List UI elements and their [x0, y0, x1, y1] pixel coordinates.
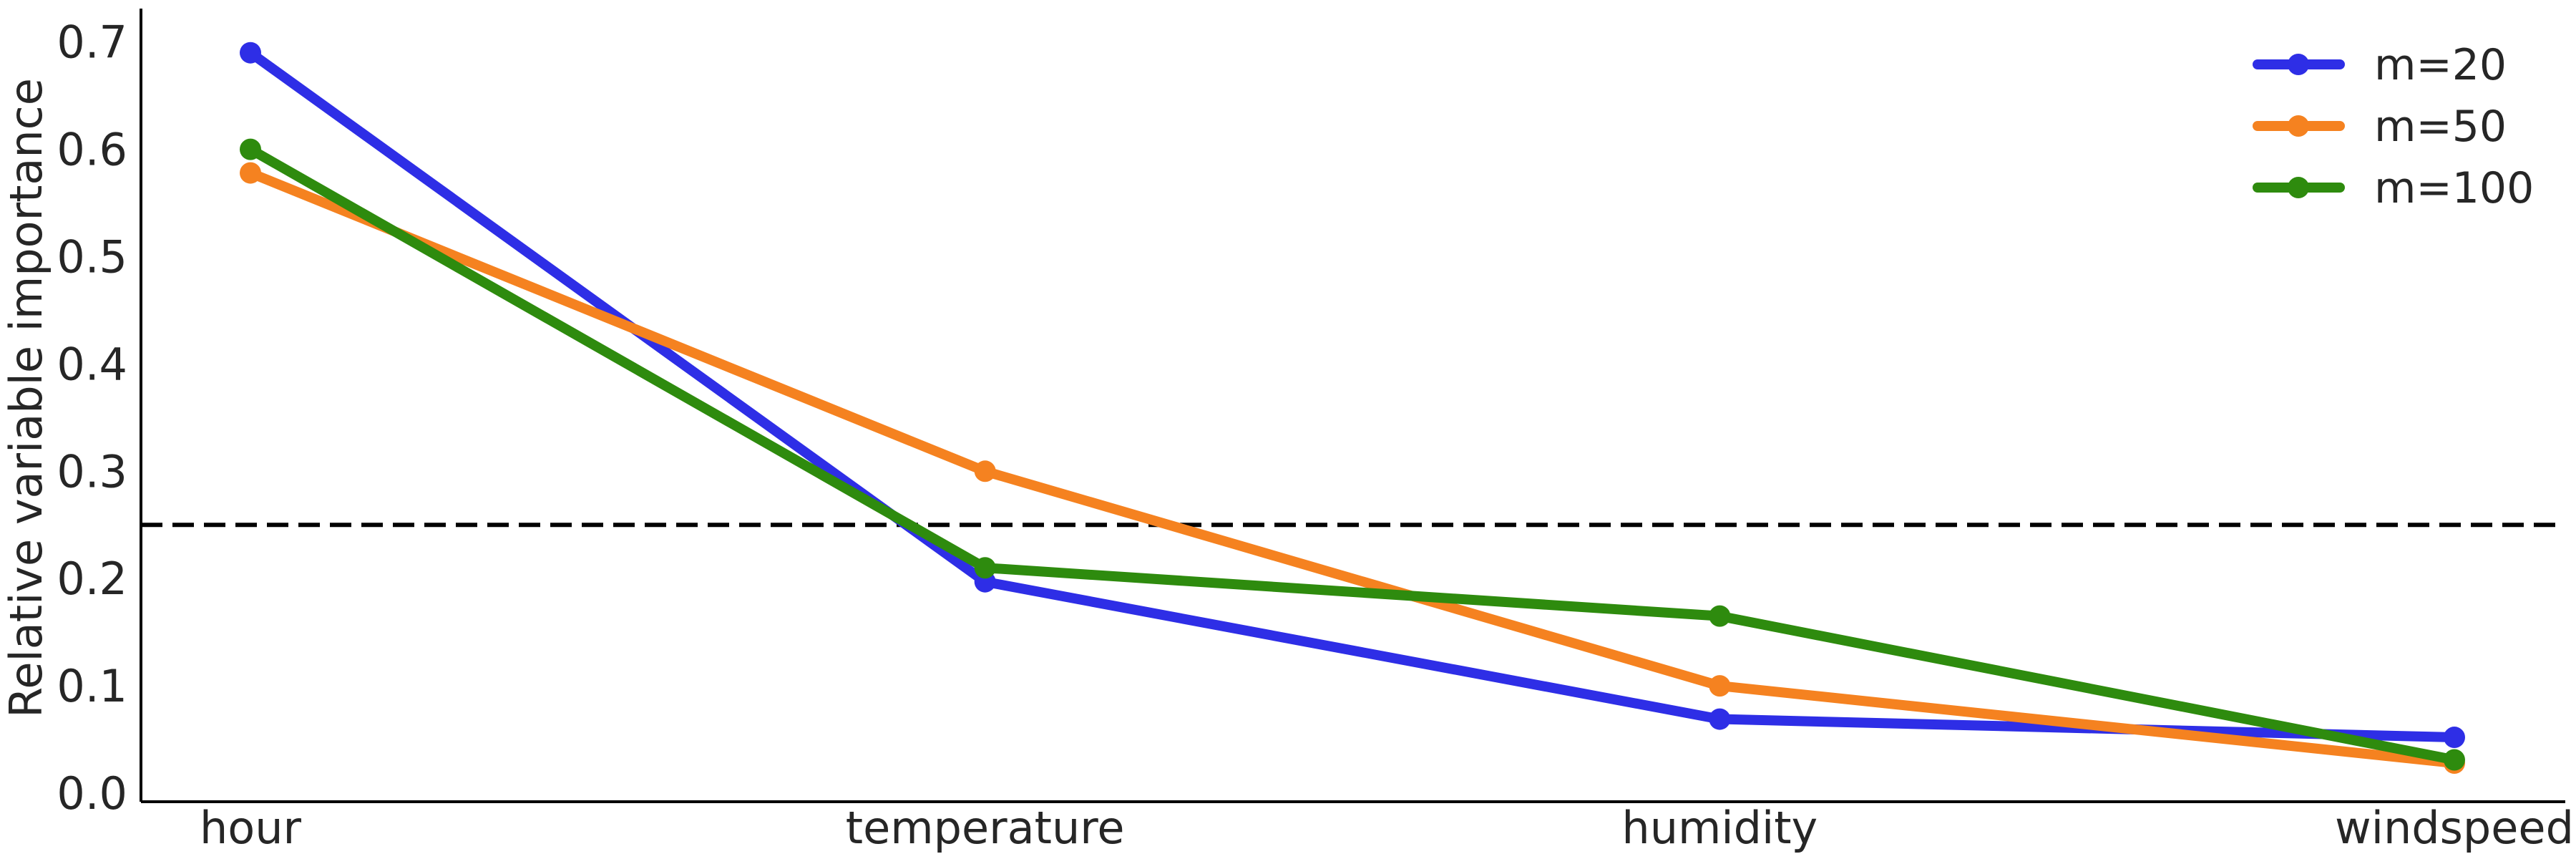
series-m=20	[240, 42, 2465, 749]
series-line-m=50	[245, 168, 2459, 769]
data-point-m=50-humidity	[1709, 675, 1731, 697]
series-layer	[240, 42, 2465, 775]
legend-swatch-marker	[2288, 115, 2309, 137]
series-line-m=20	[245, 47, 2459, 743]
axes-layer	[140, 9, 2565, 803]
y-tick-label: 0.3	[57, 445, 127, 498]
y-tick-label: 0.5	[57, 231, 127, 283]
data-point-m=100-humidity	[1709, 605, 1731, 627]
legend-swatch-marker	[2288, 177, 2309, 198]
data-point-m=50-temperature	[974, 460, 996, 482]
series-m=100	[240, 138, 2465, 771]
data-point-m=20-windspeed	[2444, 727, 2465, 749]
legend-item-m=20: m=20	[2253, 40, 2507, 90]
y-tick-label: 0.0	[57, 767, 127, 820]
x-tick-label-hour: hour	[200, 802, 302, 854]
data-point-m=50-hour	[240, 162, 261, 184]
y-tick-label: 0.7	[57, 16, 127, 69]
legend-item-m=50: m=50	[2253, 102, 2507, 152]
data-point-m=100-hour	[240, 138, 261, 160]
y-tick-label: 0.1	[57, 660, 127, 712]
data-point-m=100-windspeed	[2444, 749, 2465, 771]
tick-label-layer: 0.0 0.1 0.2 0.3 0.4 0.5 0.6 0.7 hour temperature h…	[57, 16, 2574, 854]
legend-label: m=50	[2374, 102, 2507, 152]
legend: m=20 m=50 m=100	[2253, 40, 2534, 213]
x-tick-label-windspeed: windspeed	[2335, 802, 2574, 854]
legend-item-m=100: m=100	[2253, 163, 2534, 213]
legend-label: m=20	[2374, 40, 2507, 90]
series-m=50	[240, 162, 2465, 775]
x-tick-label-humidity: humidity	[1621, 802, 1818, 854]
data-point-m=100-temperature	[974, 557, 996, 579]
x-tick-label-temperature: temperature	[846, 802, 1125, 854]
y-tick-label: 0.4	[57, 338, 127, 390]
legend-swatch-marker	[2288, 54, 2309, 75]
data-point-m=20-hour	[240, 42, 261, 64]
y-axis-title: Relative variable importance	[0, 78, 52, 718]
y-tick-label: 0.6	[57, 124, 127, 176]
series-line-m=100	[245, 144, 2459, 765]
legend-label: m=100	[2374, 163, 2534, 213]
y-tick-label: 0.2	[57, 553, 127, 605]
data-point-m=20-humidity	[1709, 708, 1731, 730]
